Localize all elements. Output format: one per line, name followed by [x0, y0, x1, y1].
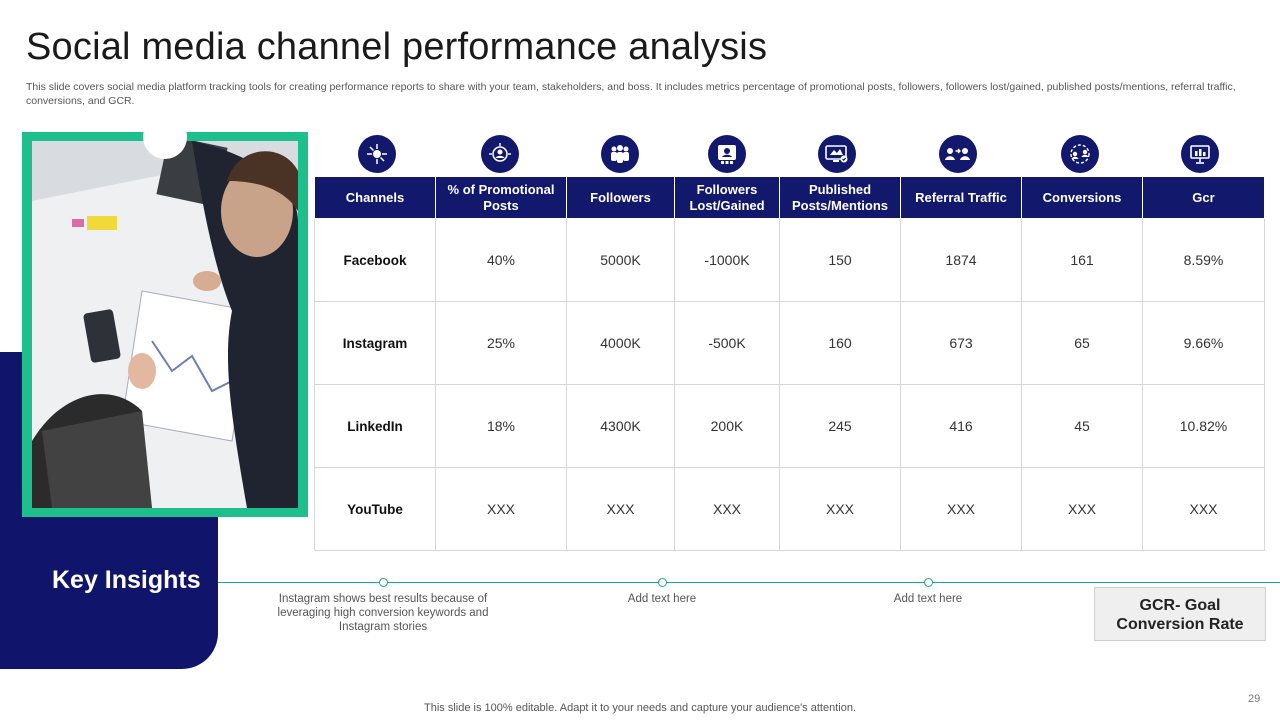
- insight-text-2: Add text here: [627, 593, 697, 605]
- table-row: LinkedIn 18% 4300K 200K 245 416 45 10.82…: [314, 384, 1265, 468]
- page-number: 29: [1248, 693, 1261, 705]
- insight-text-3: Add text here: [893, 593, 963, 605]
- table-cell: 45: [1021, 384, 1143, 468]
- table-cell: XXX: [1142, 467, 1265, 551]
- target-audience-icon: [481, 135, 519, 173]
- meeting-photo-illustration: [32, 141, 298, 508]
- table-cell: 673: [900, 301, 1022, 385]
- table-cell: XXX: [779, 467, 901, 551]
- timeline-dot: [924, 578, 933, 587]
- slide-title: Social media channel performance analysi…: [26, 26, 768, 68]
- table-cell: 4300K: [566, 384, 675, 468]
- profile-card-icon: [708, 135, 746, 173]
- table-cell: XXX: [435, 467, 567, 551]
- table-cell: 5000K: [566, 218, 675, 302]
- network-icon: [358, 135, 396, 173]
- table-cell: 416: [900, 384, 1022, 468]
- insight-text-1: Instagram shows best results because of …: [277, 593, 489, 633]
- team-icon: [601, 135, 639, 173]
- key-insights-heading: Key Insights: [52, 566, 201, 594]
- column-header: % of Promotional Posts: [435, 176, 567, 219]
- table-cell: 8.59%: [1142, 218, 1265, 302]
- table-cell: XXX: [900, 467, 1022, 551]
- table-cell: XXX: [674, 467, 780, 551]
- table-cell: -500K: [674, 301, 780, 385]
- monitor-posts-icon: [818, 135, 856, 173]
- timeline-dot: [658, 578, 667, 587]
- table-cell: 40%: [435, 218, 567, 302]
- column-header: Published Posts/Mentions: [779, 176, 901, 219]
- gcr-definition-box: GCR- Goal Conversion Rate: [1094, 587, 1266, 641]
- table-row: YouTube XXX XXX XXX XXX XXX XXX XXX: [314, 467, 1265, 551]
- table-cell: 160: [779, 301, 901, 385]
- column-header: Conversions: [1021, 176, 1143, 219]
- presentation-icon: [1181, 135, 1219, 173]
- insights-timeline: [218, 582, 1280, 583]
- table-cell: 9.66%: [1142, 301, 1265, 385]
- column-header: Referral Traffic: [900, 176, 1022, 219]
- gcr-definition-text: GCR- Goal Conversion Rate: [1116, 597, 1244, 633]
- conversion-icon: [1061, 135, 1099, 173]
- column-header: Channels: [314, 176, 436, 219]
- channel-name: YouTube: [314, 467, 436, 551]
- referral-icon: [939, 135, 977, 173]
- decorative-circle: [143, 115, 187, 159]
- table-cell: 245: [779, 384, 901, 468]
- performance-table: Channels % of Promotional Posts Follower…: [314, 176, 1265, 551]
- photo-frame: [22, 132, 308, 517]
- meeting-photo: [32, 141, 298, 508]
- column-header: Followers Lost/Gained: [674, 176, 780, 219]
- footer-text: This slide is 100% editable. Adapt it to…: [424, 702, 856, 714]
- table-row: Facebook 40% 5000K -1000K 150 1874 161 8…: [314, 218, 1265, 302]
- slide-subtitle: This slide covers social media platform …: [26, 81, 1236, 107]
- channel-name: Instagram: [314, 301, 436, 385]
- table-cell: 65: [1021, 301, 1143, 385]
- timeline-dot: [379, 578, 388, 587]
- table-cell: 10.82%: [1142, 384, 1265, 468]
- table-cell: 4000K: [566, 301, 675, 385]
- table-cell: XXX: [566, 467, 675, 551]
- column-header: Gcr: [1142, 176, 1265, 219]
- table-header-row: Channels % of Promotional Posts Follower…: [314, 176, 1265, 219]
- table-cell: 18%: [435, 384, 567, 468]
- table-cell: 25%: [435, 301, 567, 385]
- table-cell: 1874: [900, 218, 1022, 302]
- column-header: Followers: [566, 176, 675, 219]
- table-cell: 150: [779, 218, 901, 302]
- table-cell: 161: [1021, 218, 1143, 302]
- table-cell: 200K: [674, 384, 780, 468]
- channel-name: Facebook: [314, 218, 436, 302]
- table-cell: XXX: [1021, 467, 1143, 551]
- channel-name: LinkedIn: [314, 384, 436, 468]
- table-cell: -1000K: [674, 218, 780, 302]
- table-row: Instagram 25% 4000K -500K 160 673 65 9.6…: [314, 301, 1265, 385]
